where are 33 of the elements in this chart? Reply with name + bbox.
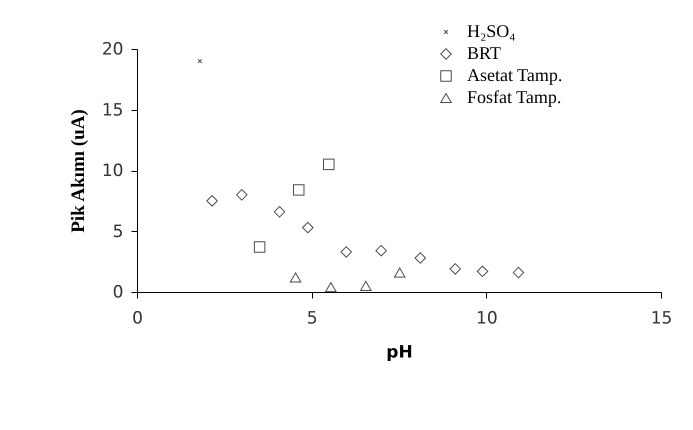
point [340,246,352,258]
point [375,244,387,256]
legend-label: Fosfat Tamp. [467,87,562,107]
point [325,282,337,292]
point [360,280,372,291]
legend-label: H₂SO₄ [467,21,516,41]
y-tick-label: 15 [102,100,124,120]
point [290,272,302,282]
x-tick-label: 5 [306,308,318,328]
y-tick-label: 10 [102,161,124,181]
x-tick-label: 0 [132,308,143,328]
point [292,184,304,196]
point [274,206,286,218]
legend-label: BRT [467,43,501,63]
x-tick-label: 10 [476,308,498,328]
point [206,195,218,207]
legend-label: Asetat Tamp. [467,65,562,85]
point [198,58,202,64]
point [414,252,426,264]
point [394,268,406,278]
point [323,158,335,170]
x-tick-label: 15 [650,308,672,328]
point [254,241,266,253]
y-tick-label: 5 [112,222,124,242]
point [302,222,314,234]
y-tick-label: 0 [112,282,124,302]
point [236,189,248,201]
point [450,263,461,275]
point [512,266,524,278]
y-tick-label: 20 [102,40,124,60]
point [476,266,488,278]
y-axis-title: Pik Akımı (uA) [68,109,89,233]
x-axis-title: pH [386,342,413,362]
